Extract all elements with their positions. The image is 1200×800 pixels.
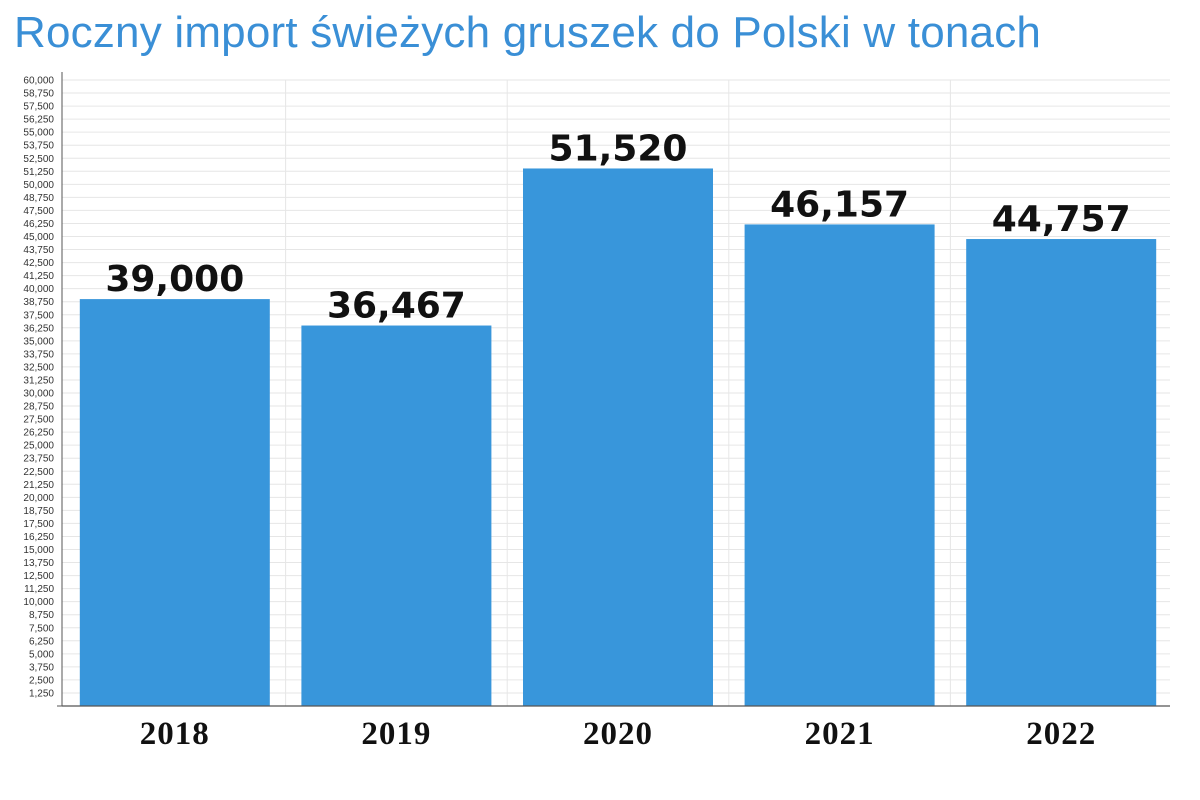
- x-tick-label: 2019: [361, 716, 431, 752]
- x-tick-label: 2021: [805, 716, 875, 752]
- y-tick-label: 25,000: [23, 441, 54, 452]
- y-tick-label: 57,500: [23, 102, 54, 113]
- y-tick-label: 31,250: [23, 375, 54, 386]
- y-tick-label: 12,500: [23, 571, 54, 582]
- y-tick-label: 53,750: [23, 141, 54, 152]
- y-tick-label: 48,750: [23, 193, 54, 204]
- bar: [744, 224, 935, 706]
- y-tick-label: 42,500: [23, 258, 54, 269]
- y-tick-label: 17,500: [23, 519, 54, 530]
- x-tick-label: 2020: [583, 716, 653, 752]
- y-tick-label: 16,250: [23, 532, 54, 543]
- y-tick-label: 56,250: [23, 115, 54, 126]
- y-tick-label: 7,500: [29, 623, 54, 634]
- y-tick-label: 2,500: [29, 675, 54, 686]
- y-tick-label: 36,250: [23, 323, 54, 334]
- y-tick-label: 27,500: [23, 415, 54, 426]
- x-axis-labels: 2018 2019 2020 2021 2022: [140, 716, 1096, 752]
- y-tick-label: 20,000: [23, 493, 54, 504]
- y-tick-label: 52,500: [23, 154, 54, 165]
- y-tick-label: 33,750: [23, 349, 54, 360]
- y-tick-label: 55,000: [23, 128, 54, 139]
- y-tick-label: 30,000: [23, 389, 54, 400]
- x-tick-label: 2018: [140, 716, 210, 752]
- y-tick-label: 6,250: [29, 636, 54, 647]
- y-tick-label: 22,500: [23, 467, 54, 478]
- bar: [966, 239, 1157, 707]
- bar: [523, 168, 713, 706]
- bar: [301, 325, 492, 706]
- y-tick-label: 47,500: [23, 206, 54, 217]
- y-tick-label: 11,250: [24, 584, 54, 595]
- y-tick-label: 8,750: [29, 610, 54, 621]
- value-labels: 39,000 36,467 51,520 46,157 44,757: [105, 128, 1130, 326]
- y-tick-label: 41,250: [23, 271, 54, 282]
- axes: [57, 72, 1170, 707]
- y-tick-label: 38,750: [23, 297, 54, 308]
- y-tick-label: 60,000: [23, 76, 54, 87]
- x-tick-label: 2022: [1026, 716, 1096, 752]
- bar-value-label: 36,467: [327, 286, 466, 327]
- y-tick-label: 46,250: [23, 219, 54, 230]
- y-tick-label: 28,750: [23, 402, 54, 413]
- y-tick-label: 23,750: [23, 454, 54, 465]
- y-tick-label: 45,000: [23, 232, 54, 243]
- y-tick-label: 1,250: [29, 688, 54, 699]
- y-tick-label: 5,000: [29, 649, 54, 660]
- bar-value-label: 39,000: [105, 259, 244, 300]
- bar-value-label: 46,157: [770, 184, 909, 225]
- y-tick-label: 32,500: [23, 362, 54, 373]
- y-tick-label: 15,000: [23, 545, 54, 556]
- y-tick-label: 13,750: [23, 558, 54, 569]
- y-tick-label: 40,000: [23, 284, 54, 295]
- y-axis-ticks: 1,250 2,500 3,750 5,000 6,250 7,500 8,750 10,00…: [23, 76, 54, 700]
- bar-value-label: 51,520: [549, 128, 688, 169]
- y-tick-label: 35,000: [23, 336, 54, 347]
- y-tick-label: 18,750: [23, 506, 54, 517]
- bar-value-label: 44,757: [992, 199, 1131, 240]
- bars: [79, 168, 1157, 707]
- y-tick-label: 58,750: [23, 89, 54, 100]
- bar: [79, 299, 270, 706]
- y-tick-label: 10,000: [23, 597, 54, 608]
- y-tick-label: 3,750: [29, 662, 54, 673]
- y-tick-label: 50,000: [23, 180, 54, 191]
- y-tick-label: 43,750: [23, 245, 54, 256]
- y-tick-label: 51,250: [23, 167, 54, 178]
- chart-title: Roczny import świeżych gruszek do Polski…: [14, 8, 1042, 57]
- y-tick-label: 21,250: [23, 480, 54, 491]
- y-tick-label: 26,250: [23, 428, 54, 439]
- y-tick-label: 37,500: [23, 310, 54, 321]
